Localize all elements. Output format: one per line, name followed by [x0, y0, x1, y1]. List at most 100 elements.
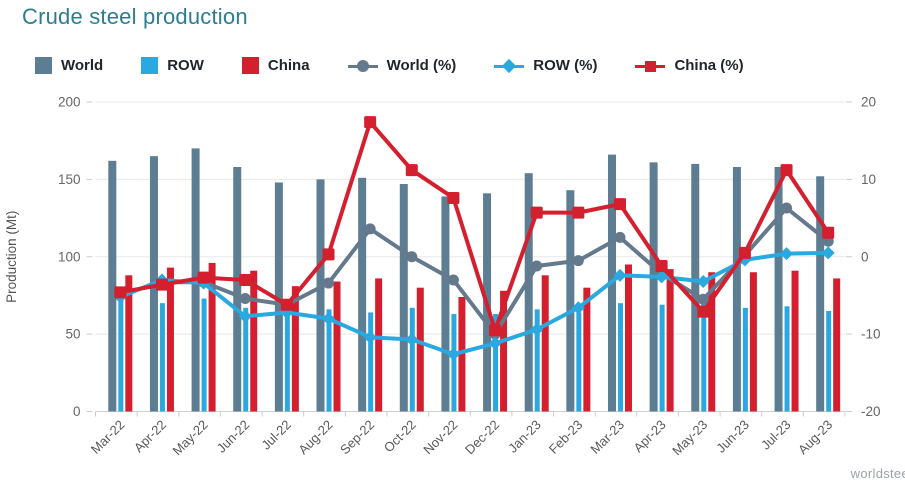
bar-china-jan-23 — [541, 275, 549, 412]
bar-row-aug-22 — [326, 309, 332, 412]
marker-circle-world-jul-23 — [781, 202, 793, 214]
bar-row-sep-22 — [368, 312, 374, 412]
bar-world-oct-22 — [399, 184, 408, 412]
marker-diamond-row-dec-22 — [488, 336, 502, 350]
marker-diamond-row-jan-23 — [530, 322, 544, 336]
bar-china-feb-23 — [583, 287, 591, 412]
legend-line-circle-icon — [347, 59, 378, 73]
watermark-worldsteel: worldstee — [850, 466, 905, 481]
bar-row-jul-22 — [284, 309, 290, 412]
marker-square-china-jun-22 — [239, 273, 252, 286]
x-axis-label-may-23: May-23 — [669, 417, 710, 458]
marker-circle-world-oct-22 — [406, 251, 418, 263]
y-axis-title: Production (Mt) — [4, 211, 19, 303]
bar-china-oct-22 — [416, 287, 424, 412]
x-axis-label-dec-22: Dec-22 — [462, 417, 502, 457]
marker-square-china-may-23 — [697, 305, 710, 318]
marker-diamond-row-oct-22 — [405, 333, 419, 347]
bar-world-jun-23 — [732, 166, 741, 412]
x-axis-label-jun-22: Jun-22 — [214, 417, 253, 456]
marker-square-china-oct-22 — [405, 164, 418, 177]
bar-china-may-22 — [208, 262, 216, 412]
legend-swatch-icon — [141, 57, 159, 74]
marker-diamond-row-apr-23 — [655, 270, 669, 284]
bar-china-jul-23 — [791, 270, 799, 412]
legend-item-world[interactable]: World (%) — [347, 57, 457, 74]
marker-diamond-row-mar-23 — [613, 268, 627, 282]
bar-world-jun-22 — [233, 166, 242, 412]
bar-china-jun-23 — [749, 272, 757, 412]
bar-world-sep-22 — [358, 177, 367, 412]
line-world — [118, 206, 831, 337]
marker-square-china-sep-22 — [364, 116, 377, 129]
marker-diamond-row-feb-23 — [571, 301, 585, 315]
marker-square-china-jun-23 — [738, 246, 751, 259]
x-axis-label-nov-22: Nov-22 — [420, 417, 460, 457]
legend-label: China (%) — [674, 57, 744, 74]
bar-row-mar-23 — [617, 303, 623, 412]
bar-china-mar-22 — [125, 275, 133, 412]
left-axis-label: 200 — [58, 95, 81, 110]
legend-label: China — [267, 57, 310, 74]
marker-diamond-row-may-23 — [696, 275, 710, 289]
legend-item-row[interactable]: ROW (%) — [494, 57, 597, 74]
marker-square-china-aug-23 — [822, 226, 835, 239]
marker-diamond-row-jul-23 — [780, 247, 794, 261]
bar-world-may-23 — [691, 163, 700, 412]
x-axis-label-mar-22: Mar-22 — [88, 417, 128, 457]
x-axis-label-jul-23: Jul-23 — [758, 417, 794, 453]
bar-row-jan-23 — [534, 309, 540, 412]
left-axis-label: 50 — [65, 327, 80, 342]
bar-row-apr-22 — [159, 303, 165, 412]
legend-line-square-icon — [635, 59, 666, 73]
x-axis-label-jul-22: Jul-22 — [258, 417, 294, 453]
bar-row-may-23 — [701, 301, 707, 412]
bar-row-jun-22 — [243, 307, 249, 412]
left-axis-label: 0 — [73, 404, 81, 419]
legend-item-china[interactable]: China (%) — [635, 57, 744, 74]
x-axis-label-may-22: May-22 — [169, 417, 210, 458]
legend-line-diamond-icon — [494, 58, 525, 73]
bar-world-mar-22 — [108, 160, 117, 412]
marker-diamond-row-sep-22 — [363, 330, 377, 344]
right-axis-label: -20 — [861, 404, 881, 419]
bar-world-aug-23 — [816, 176, 825, 412]
bar-china-apr-23 — [666, 269, 674, 412]
legend-label: World — [61, 57, 104, 74]
legend-item-china[interactable]: China — [241, 57, 310, 74]
marker-circle-world-jan-23 — [531, 260, 543, 272]
bar-row-jul-23 — [784, 306, 790, 412]
marker-circle-world-feb-23 — [572, 255, 584, 267]
legend-item-row[interactable]: ROW — [141, 57, 204, 74]
x-axis-label-aug-23: Aug-23 — [795, 417, 835, 457]
bar-china-mar-23 — [624, 264, 632, 412]
chart-title: Crude steel production — [22, 4, 248, 29]
right-axis-label: -10 — [861, 327, 881, 342]
bar-row-oct-22 — [409, 307, 415, 412]
bar-world-aug-22 — [316, 179, 325, 412]
bar-world-apr-23 — [649, 162, 658, 412]
x-axis-label-oct-22: Oct-22 — [381, 417, 419, 455]
marker-square-china-nov-22 — [447, 191, 460, 204]
x-axis-label-sep-22: Sep-22 — [337, 417, 377, 457]
right-axis-label: 20 — [861, 95, 876, 110]
legend-label: World (%) — [386, 57, 457, 74]
legend-item-world[interactable]: World — [35, 57, 103, 74]
right-axis-label: 10 — [861, 172, 876, 187]
x-axis-label-apr-22: Apr-22 — [131, 417, 169, 455]
x-axis-label-feb-23: Feb-23 — [546, 417, 586, 457]
marker-diamond-row-aug-22 — [322, 312, 336, 326]
legend-label: ROW — [167, 57, 204, 74]
bar-row-aug-23 — [826, 310, 832, 412]
bar-china-jun-22 — [250, 270, 258, 412]
marker-square-china-feb-23 — [572, 206, 585, 219]
x-axis-label-mar-23: Mar-23 — [587, 417, 627, 457]
bar-world-feb-23 — [566, 190, 575, 412]
marker-circle-world-aug-22 — [323, 277, 335, 289]
chart-legend: World ROW China World (%) ROW (%) China (%) — [35, 57, 895, 74]
x-axis-label-apr-23: Apr-23 — [631, 417, 669, 455]
marker-square-china-jan-23 — [530, 206, 543, 219]
bar-world-jul-22 — [274, 182, 283, 412]
bar-china-may-23 — [708, 272, 716, 412]
marker-circle-world-nov-22 — [447, 274, 459, 286]
